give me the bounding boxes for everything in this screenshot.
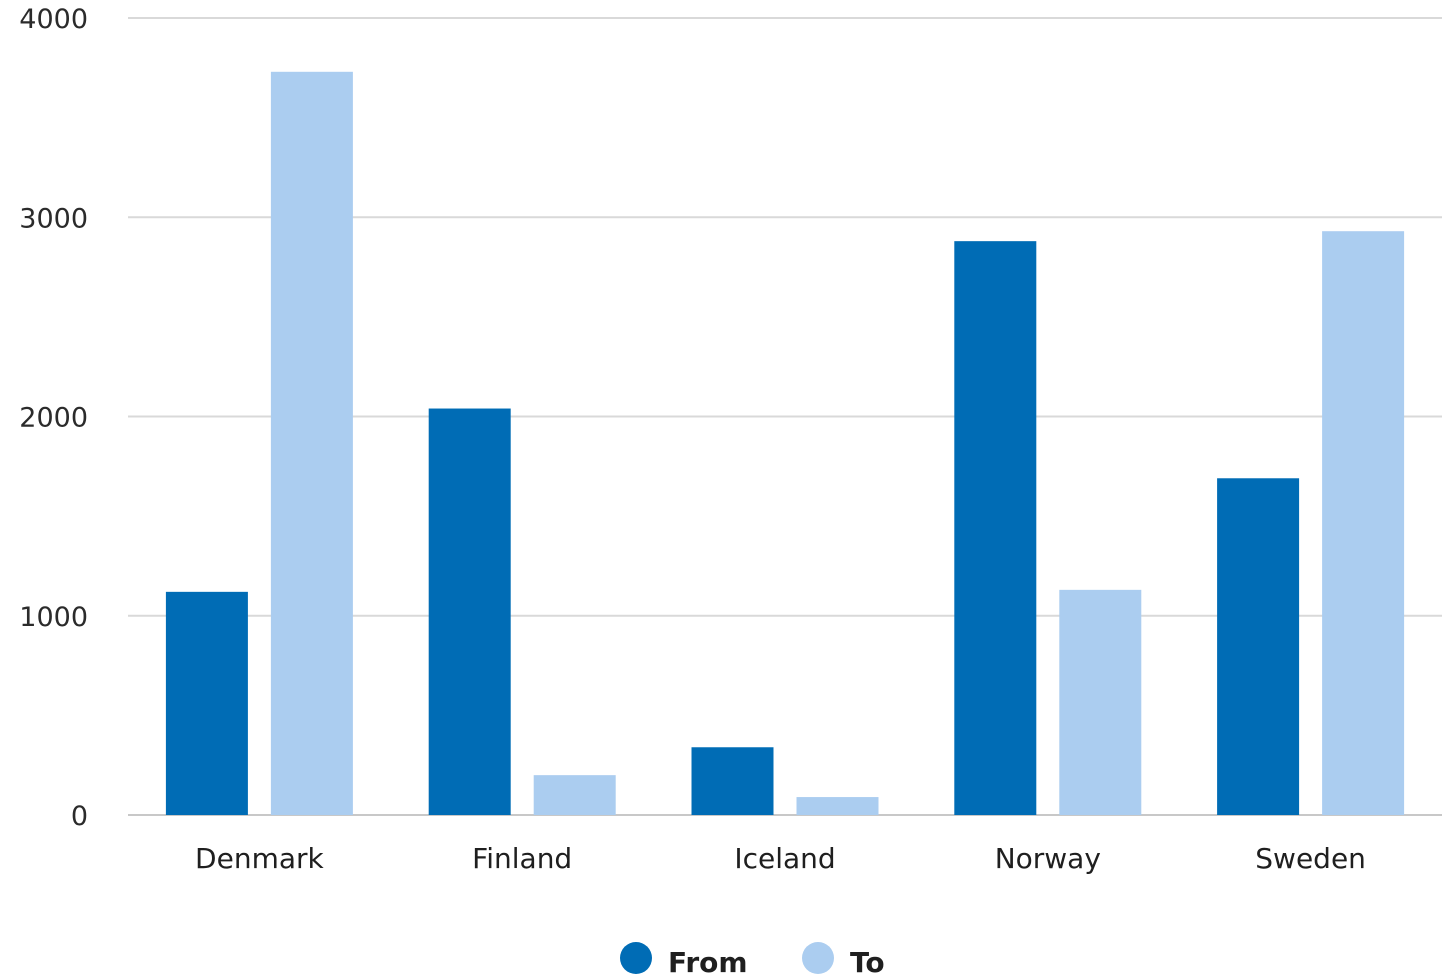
bar-from-finland (428, 408, 511, 815)
x-category-label: Sweden (1255, 842, 1366, 875)
x-category-label: Denmark (195, 842, 324, 875)
bar-from-norway (954, 241, 1037, 815)
x-axis: Denmark Finland Iceland Norway Sweden (195, 842, 1366, 875)
legend-label-from: From (668, 946, 748, 979)
legend: From To (620, 942, 885, 979)
y-tick-label: 1000 (19, 602, 88, 633)
x-category-label: Finland (472, 842, 572, 875)
bars (165, 71, 1405, 816)
bar-from-iceland (691, 747, 774, 815)
bar-to-sweden (1322, 231, 1405, 815)
bar-to-norway (1059, 589, 1142, 815)
legend-marker-to (802, 942, 834, 974)
y-tick-label: 4000 (19, 4, 88, 35)
x-category-label: Norway (995, 842, 1101, 875)
legend-marker-from (620, 942, 652, 974)
y-tick-label: 0 (71, 801, 88, 832)
bar-to-denmark (270, 71, 353, 816)
legend-label-to: To (850, 946, 885, 979)
bar-to-finland (533, 775, 616, 815)
bar-from-sweden (1217, 478, 1300, 815)
y-tick-label: 2000 (19, 403, 88, 434)
x-category-label: Iceland (734, 842, 835, 875)
y-axis: 0 1000 2000 3000 4000 (19, 4, 88, 832)
y-tick-label: 3000 (19, 203, 88, 234)
bar-to-iceland (796, 797, 879, 815)
bar-from-denmark (165, 591, 248, 815)
